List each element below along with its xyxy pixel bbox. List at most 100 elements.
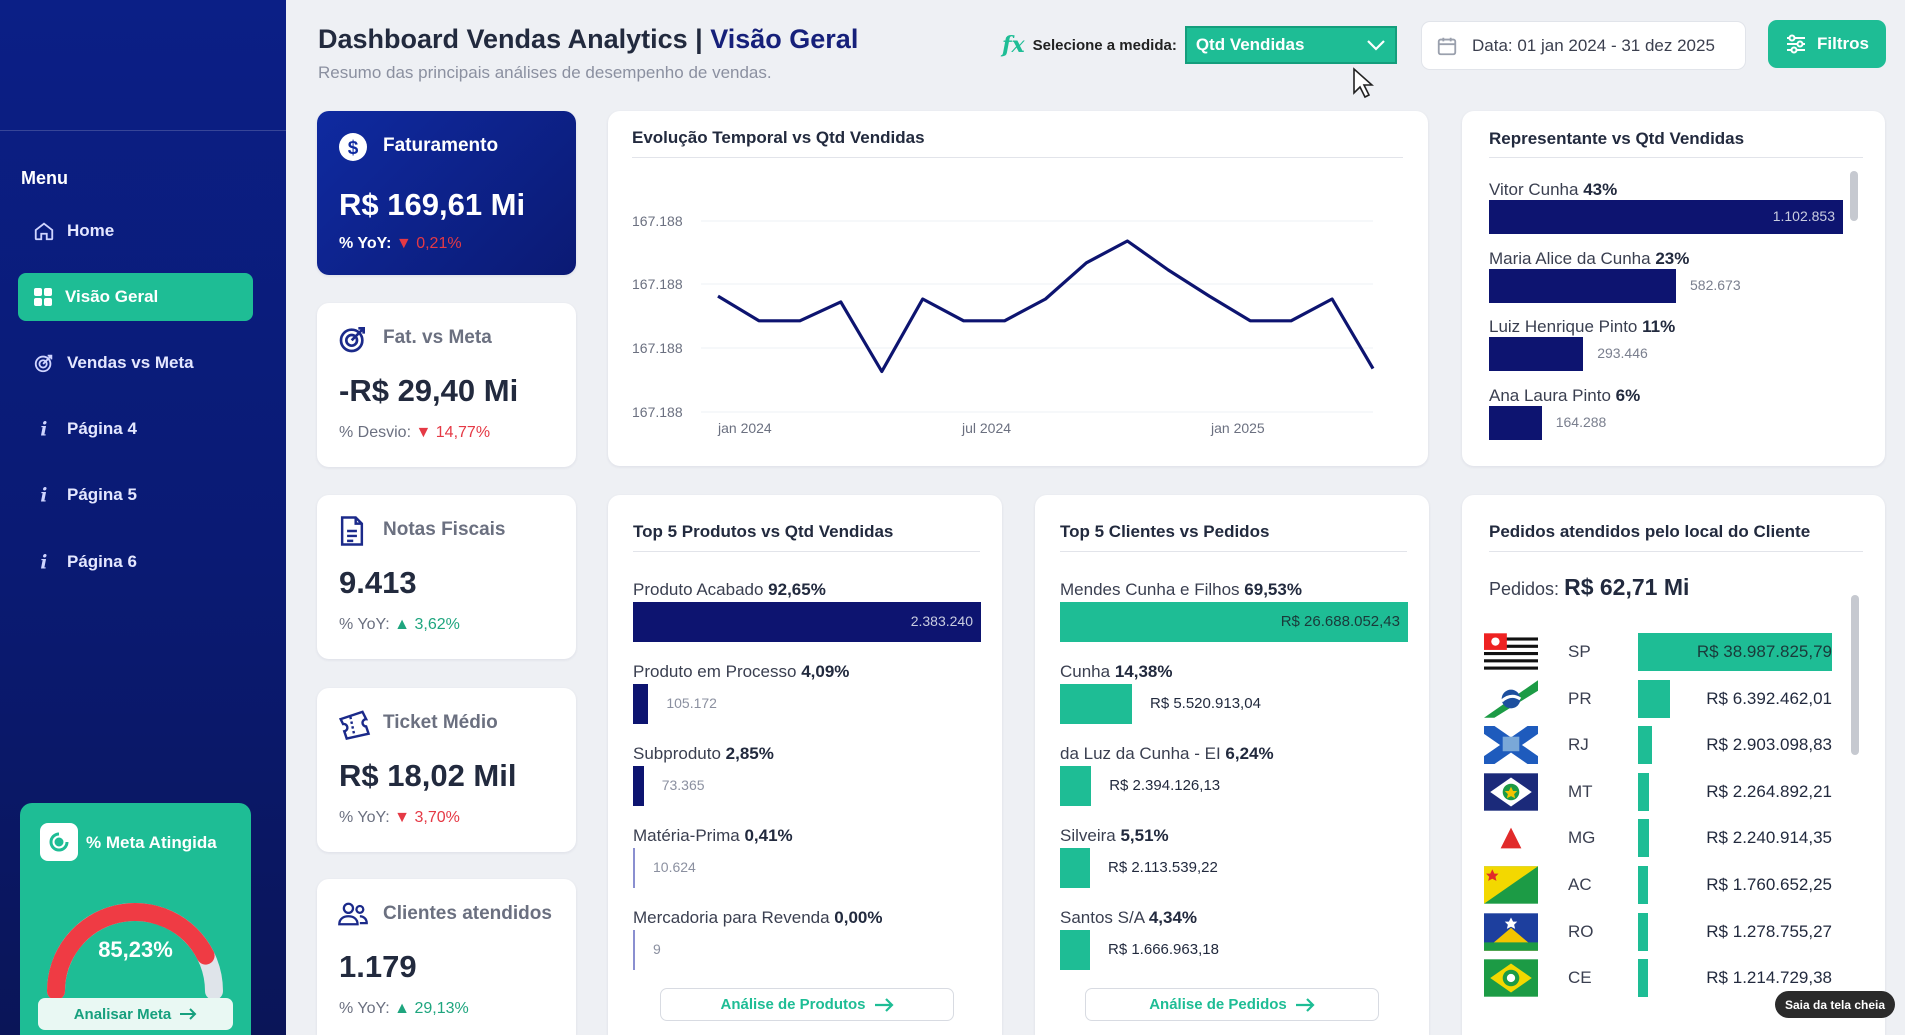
info-icon: i: [40, 552, 47, 573]
date-range-picker[interactable]: Data: 01 jan 2024 - 31 dez 2025: [1422, 22, 1745, 69]
sidebar-item-label: Página 6: [67, 552, 137, 571]
bar-label: Produto Acabado 92,65%: [633, 580, 981, 600]
analisar-meta-button[interactable]: Analisar Meta: [38, 998, 233, 1030]
measure-dropdown[interactable]: Qtd Vendidas: [1184, 26, 1397, 64]
local-row[interactable]: RO R$ 1.278.755,27: [1484, 912, 1832, 952]
local-row[interactable]: SP R$ 38.987.825,79: [1484, 632, 1832, 672]
sidebar-item-pagina-4[interactable]: i Página 4: [18, 405, 253, 453]
page-subtitle: Resumo das principais análises de desemp…: [318, 63, 772, 82]
bar-label: Luiz Henrique Pinto 11%: [1489, 317, 1843, 337]
representante-row[interactable]: Vitor Cunha 43% 1.102.853: [1489, 180, 1843, 247]
bar: [1638, 959, 1648, 998]
kpi-label: Ticket Médio: [383, 712, 498, 733]
bar: [1638, 726, 1653, 765]
fx-icon: fx: [1002, 32, 1025, 58]
svg-text:$: $: [348, 138, 359, 159]
bar-name: Mendes Cunha e Filhos: [1060, 580, 1245, 599]
bar-name: Ana Laura Pinto: [1489, 385, 1616, 405]
representante-card: Representante vs Qtd Vendidas Vitor Cunh…: [1462, 111, 1885, 466]
cliente-row[interactable]: Santos S/A 4,34% R$ 1.666.963,18: [1060, 908, 1408, 988]
produto-row[interactable]: Produto em Processo 4,09% 105.172: [633, 662, 981, 742]
representante-row[interactable]: Ana Laura Pinto 6% 164.288: [1489, 386, 1843, 453]
bar-percent: 5,51%: [1120, 826, 1169, 845]
bar: [1489, 405, 1542, 440]
kpi-value: R$ 18,02 Mil: [339, 758, 517, 793]
bar-value: R$ 2.903.098,83: [1706, 735, 1832, 755]
local-row[interactable]: RJ R$ 2.903.098,83: [1484, 725, 1832, 765]
sidebar-item-visao-geral[interactable]: Visão Geral: [18, 273, 253, 321]
cliente-row[interactable]: da Luz da Cunha - EI 6,24% R$ 2.394.126,1…: [1060, 744, 1408, 824]
bar-name: Luiz Henrique Pinto: [1489, 317, 1643, 336]
produto-row[interactable]: Mercadoria para Revenda 0,00% 9: [633, 908, 981, 988]
produtos-card: Top 5 Produtos vs Qtd Vendidas Produto A…: [608, 495, 1002, 1035]
sidebar-item-pagina-5[interactable]: i Página 5: [18, 471, 253, 519]
bar-value: R$ 2.264.892,21: [1706, 781, 1832, 801]
kpi-value: 1.179: [339, 949, 417, 984]
representante-row[interactable]: Maria Alice da Cunha 23% 582.673: [1489, 249, 1843, 316]
local-total-value: R$ 62,71 Mi: [1564, 574, 1690, 600]
sidebar-divider: [0, 130, 286, 131]
local-row[interactable]: AC R$ 1.760.652,25: [1484, 865, 1832, 905]
bar-percent: 92,65%: [768, 580, 826, 599]
local-scrollbar[interactable]: [1851, 595, 1859, 755]
filters-button[interactable]: Filtros: [1768, 20, 1886, 68]
dollar-icon: $: [339, 133, 367, 161]
analise-pedidos-button[interactable]: Análise de Pedidos: [1085, 988, 1379, 1021]
bar-value: 105.172: [666, 695, 717, 711]
bar: [1060, 684, 1132, 724]
info-icon: i: [40, 419, 47, 440]
local-row[interactable]: CE R$ 1.214.729,38: [1484, 958, 1832, 998]
bar-value: 9: [653, 941, 661, 957]
cliente-row[interactable]: Silveira 5,51% R$ 2.113.539,22: [1060, 826, 1408, 906]
kpi-ticket-medio: Ticket Médio R$ 18,02 Mil % YoY: ▼ 3,70%: [317, 688, 576, 852]
representante-scrollbar[interactable]: [1850, 171, 1858, 221]
series-line: [717, 239, 1375, 374]
representante-row[interactable]: Luiz Henrique Pinto 11% 293.446: [1489, 317, 1843, 384]
document-icon: [340, 516, 364, 546]
cliente-row[interactable]: Cunha 14,38% R$ 5.520.913,04: [1060, 662, 1408, 742]
bar-percent: 6,24%: [1225, 744, 1274, 763]
analise-produtos-label: Análise de Produtos: [720, 996, 866, 1013]
local-row[interactable]: MG R$ 2.240.914,35: [1484, 818, 1832, 858]
bar-value: 1.102.853: [1772, 208, 1835, 224]
kpi-label: Faturamento: [383, 135, 499, 156]
kpi-clientes-atendidos: Clientes atendidos 1.179 % YoY: ▲ 29,13%: [317, 879, 576, 1035]
bar: [1638, 866, 1648, 904]
sidebar-item-pagina-6[interactable]: i Página 6: [18, 538, 253, 586]
bar: [1060, 766, 1092, 806]
sidebar-item-vendas-meta[interactable]: Vendas vs Meta: [18, 339, 253, 387]
bar-label: Produto em Processo 4,09%: [633, 662, 981, 682]
grid-icon: [34, 288, 52, 306]
flag-rj-icon: [1484, 726, 1538, 765]
bar-name: Matéria-Prima: [633, 826, 745, 845]
produto-row[interactable]: Produto Acabado 92,65% 2.383.240: [633, 580, 981, 660]
exit-fullscreen-toast[interactable]: Saia da tela cheia: [1775, 991, 1896, 1018]
analise-produtos-button[interactable]: Análise de Produtos: [660, 988, 954, 1021]
y-tick-label: 167.188: [632, 276, 683, 292]
local-row[interactable]: PR R$ 6.392.462,01: [1484, 679, 1832, 719]
bar: [1060, 602, 1408, 642]
cliente-row[interactable]: Mendes Cunha e Filhos 69,53% R$ 26.688.05…: [1060, 580, 1408, 660]
sidebar-item-home[interactable]: Home: [18, 207, 253, 255]
produto-row[interactable]: Matéria-Prima 0,41% 10.624: [633, 826, 981, 906]
info-icon: i: [40, 485, 47, 506]
kpi-yoy: % YoY: ▲ 3,62%: [339, 616, 460, 634]
bar: [633, 766, 644, 806]
produtos-divider: [633, 551, 980, 552]
local-row[interactable]: MT R$ 2.264.892,21: [1484, 772, 1832, 812]
flag-ce-icon: [1484, 959, 1538, 997]
uf-code: RJ: [1568, 735, 1589, 755]
uf-code: CE: [1568, 968, 1592, 988]
meta-gauge-fill: [47, 903, 215, 999]
kpi-yoy-value: 3,70%: [414, 809, 460, 826]
kpi-yoy-label: % YoY:: [339, 235, 392, 252]
kpi-yoy: % YoY: ▼ 0,21%: [339, 235, 462, 253]
produto-row[interactable]: Subproduto 2,85% 73.365: [633, 744, 981, 824]
bar-label: Mercadoria para Revenda 0,00%: [633, 908, 981, 928]
bar-percent: 6%: [1615, 385, 1641, 405]
kpi-value: -R$ 29,40 Mi: [339, 373, 519, 408]
x-tick-label: jan 2025: [1210, 420, 1265, 436]
bar-percent: 4,34%: [1148, 908, 1198, 927]
bar-percent: 69,53%: [1244, 580, 1302, 599]
uf-code: MG: [1568, 828, 1596, 848]
